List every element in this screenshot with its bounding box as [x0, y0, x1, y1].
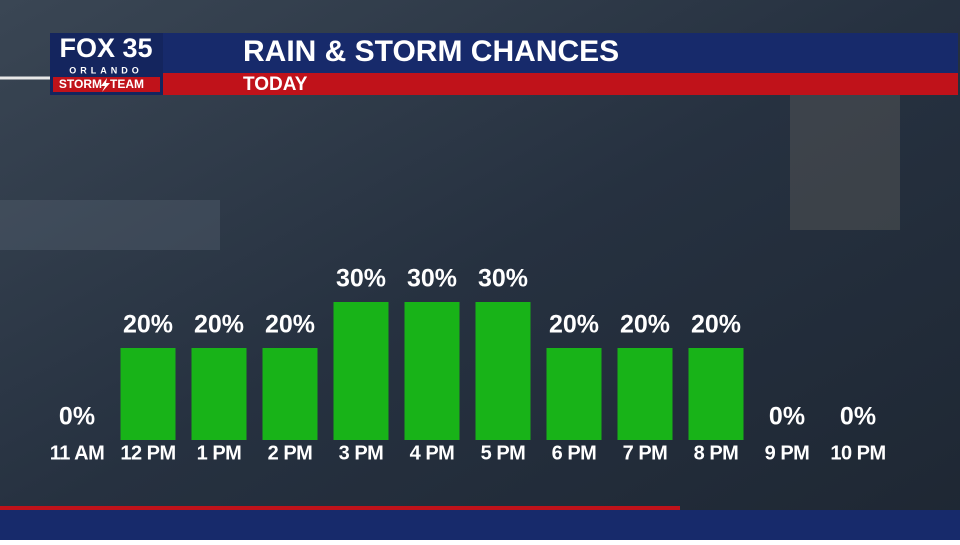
- bar: [475, 302, 531, 440]
- value-label: 0%: [840, 403, 876, 431]
- bar: [262, 348, 318, 440]
- value-label: 20%: [549, 311, 599, 339]
- footer-rule: [0, 506, 680, 510]
- x-tick-label: 5 PM: [481, 442, 526, 464]
- chart-title: RAIN & STORM CHANCES: [243, 35, 619, 68]
- background-light: [790, 90, 900, 230]
- x-tick-label: 8 PM: [694, 442, 739, 464]
- subtitle-bar: [163, 73, 958, 95]
- x-tick-label: 12 PM: [120, 442, 175, 464]
- bar: [546, 348, 602, 440]
- value-label: 20%: [620, 311, 670, 339]
- logo-city: ORLANDO: [69, 65, 143, 75]
- title-bar: [163, 33, 958, 73]
- x-tick-label: 2 PM: [268, 442, 313, 464]
- value-label: 0%: [769, 403, 805, 431]
- chart-subtitle: TODAY: [243, 74, 308, 95]
- x-tick-label: 1 PM: [197, 442, 242, 464]
- value-label: 30%: [407, 265, 457, 293]
- bar: [404, 302, 460, 440]
- value-label: 30%: [336, 265, 386, 293]
- bar: [688, 348, 744, 440]
- value-label: 0%: [59, 403, 95, 431]
- logo-team: TEAM: [110, 77, 144, 91]
- bar: [333, 302, 389, 440]
- logo-team: STORM: [59, 77, 102, 91]
- x-tick-label: 7 PM: [623, 442, 668, 464]
- logo-bolt: [101, 78, 110, 92]
- value-label: 20%: [691, 311, 741, 339]
- value-label: 20%: [123, 311, 173, 339]
- bar: [120, 348, 176, 440]
- logo-name: FOX 35: [59, 33, 152, 63]
- x-tick-label: 3 PM: [339, 442, 384, 464]
- x-tick-label: 11 AM: [50, 442, 105, 464]
- x-tick-label: 9 PM: [765, 442, 810, 464]
- x-tick-label: 6 PM: [552, 442, 597, 464]
- x-tick-label: 10 PM: [830, 442, 885, 464]
- value-label: 20%: [265, 311, 315, 339]
- x-tick-label: 4 PM: [410, 442, 455, 464]
- value-label: 30%: [478, 265, 528, 293]
- bar: [191, 348, 247, 440]
- background-reflection: [0, 200, 220, 250]
- bar: [617, 348, 673, 440]
- value-label: 20%: [194, 311, 244, 339]
- footer-bar: [0, 510, 960, 540]
